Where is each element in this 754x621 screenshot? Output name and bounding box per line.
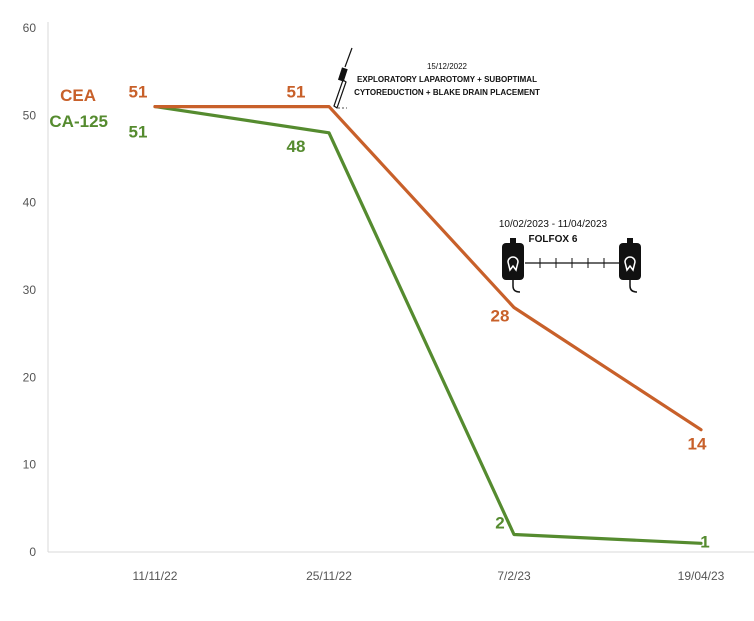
surgery-line-1: EXPLORATORY LAPAROTOMY + SUBOPTIMAL [357,75,537,84]
x-tick-label: 7/2/23 [497,569,531,583]
x-tick-labels: 11/11/22 25/11/22 7/2/23 19/04/23 [133,569,725,583]
data-label-ca125: 48 [287,137,306,156]
y-tick-label: 30 [23,283,37,297]
legend-ca125: CA-125 [49,112,108,131]
data-label-ca125: 1 [700,532,709,551]
y-tick-label: 20 [23,370,37,384]
y-tick-label: 0 [29,545,36,559]
x-tick-label: 19/04/23 [678,569,725,583]
treatment-timeline [525,258,619,268]
y-tick-label: 10 [23,458,37,472]
iv-bag-icon [619,238,641,293]
data-label-ca125: 51 [129,123,148,142]
data-label-cea: 28 [491,306,510,325]
scalpel-icon [333,47,353,109]
legend-cea: CEA [60,86,96,105]
iv-bag-icon [502,238,524,293]
chemo-dates: 10/02/2023 - 11/04/2023 [499,219,608,230]
data-labels: 51 51 28 14 51 48 2 1 [129,83,710,552]
y-tick-label: 40 [23,196,37,210]
y-tick-labels: 0 10 20 30 40 50 60 [23,21,37,559]
series-line-ca125 [153,104,703,545]
surgery-date: 15/12/2022 [427,62,468,71]
chemo-regimen: FOLFOX 6 [529,234,578,245]
data-label-ca125: 2 [495,514,504,533]
data-label-cea: 14 [688,435,707,454]
x-tick-label: 11/11/22 [133,569,178,583]
y-tick-label: 60 [23,21,37,35]
data-label-cea: 51 [129,83,148,102]
series-line-cea [153,104,703,432]
series-lines [153,104,703,545]
y-tick-label: 50 [23,108,37,122]
surgery-line-2: CYTOREDUCTION + BLAKE DRAIN PLACEMENT [354,88,540,97]
data-label-cea: 51 [287,83,306,102]
x-tick-label: 25/11/22 [306,569,352,583]
